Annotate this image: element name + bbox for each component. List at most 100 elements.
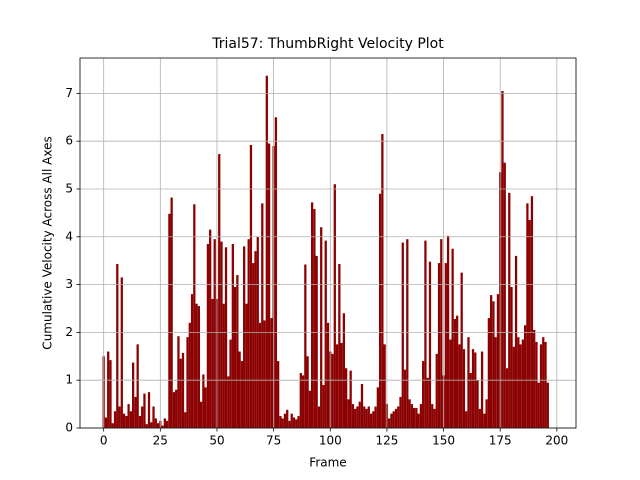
bar (474, 352, 477, 428)
bar (397, 406, 400, 428)
y-tick-label: 7 (65, 86, 73, 100)
bar (288, 420, 291, 428)
bar (213, 239, 216, 428)
bar (417, 413, 420, 428)
bar (435, 353, 438, 428)
bar (431, 404, 434, 428)
bar (129, 411, 133, 428)
bar (295, 419, 298, 428)
plot-frame (79, 57, 577, 429)
bar (376, 387, 379, 428)
bar (156, 423, 160, 428)
bar (118, 406, 121, 428)
bar (462, 349, 466, 428)
x-tick-label: 100 (319, 434, 342, 448)
bar (243, 246, 246, 428)
bar (286, 409, 289, 428)
bar (426, 377, 429, 428)
bar (521, 339, 524, 428)
bar (265, 75, 268, 428)
bar (369, 413, 373, 428)
bar (456, 315, 459, 428)
bar (378, 193, 382, 428)
bar (446, 235, 450, 428)
y-axis-label: Cumulative Velocity Across All Axes (41, 136, 55, 349)
bar (301, 375, 305, 428)
bar (356, 406, 359, 428)
bar (537, 382, 540, 428)
bar (333, 184, 336, 428)
bar (347, 399, 350, 428)
bar (322, 384, 325, 428)
bar (390, 413, 393, 428)
y-tick-label: 2 (65, 325, 73, 339)
bar (403, 369, 407, 428)
bar (168, 213, 171, 428)
bar (211, 298, 214, 428)
bar (261, 203, 264, 428)
y-tick-label: 1 (65, 373, 73, 387)
bar (204, 387, 207, 428)
bar (283, 413, 287, 428)
bar (340, 342, 343, 428)
bar (535, 341, 538, 428)
bar (233, 286, 237, 428)
bar (209, 229, 212, 428)
bar (313, 209, 316, 428)
bar (161, 425, 164, 428)
bar (530, 196, 534, 428)
bar (381, 134, 384, 428)
x-tick-label: 125 (375, 434, 398, 448)
bar (274, 117, 278, 428)
bar (487, 318, 491, 428)
bar (408, 399, 411, 428)
bar (184, 412, 187, 428)
bar (222, 303, 225, 428)
bar (360, 384, 364, 428)
bar (150, 422, 153, 428)
bar (270, 318, 273, 428)
bar (533, 330, 536, 428)
bar (218, 154, 221, 428)
bar (134, 396, 137, 428)
bar (349, 370, 352, 428)
bar (331, 353, 334, 428)
bar (107, 351, 110, 428)
bar (195, 303, 198, 428)
bar (170, 197, 173, 428)
bar (406, 239, 409, 428)
bar (338, 264, 341, 428)
bar (392, 411, 395, 428)
bar (503, 162, 506, 428)
bar (202, 374, 205, 428)
bar (546, 382, 549, 428)
x-tick-label: 50 (209, 434, 224, 448)
bar (186, 337, 189, 428)
x-tick-label: 0 (100, 434, 108, 448)
bar (308, 390, 312, 428)
bar (483, 413, 486, 428)
bar (220, 241, 223, 428)
bar (492, 301, 495, 428)
bar (199, 401, 203, 428)
bar (297, 416, 300, 428)
bar (424, 240, 427, 428)
bar (193, 204, 196, 428)
bar (177, 336, 180, 428)
bar (467, 337, 470, 428)
bar (501, 90, 504, 428)
bar (227, 376, 230, 428)
bar (188, 322, 191, 428)
bar (252, 263, 255, 428)
bar (247, 239, 250, 428)
bar (145, 424, 148, 428)
bar (152, 406, 155, 428)
bar (141, 406, 144, 428)
bar (374, 406, 377, 428)
bar (469, 373, 472, 428)
bar (437, 263, 441, 428)
bar (122, 413, 126, 428)
bar (399, 396, 402, 428)
bar (154, 418, 157, 428)
bar (485, 399, 488, 428)
